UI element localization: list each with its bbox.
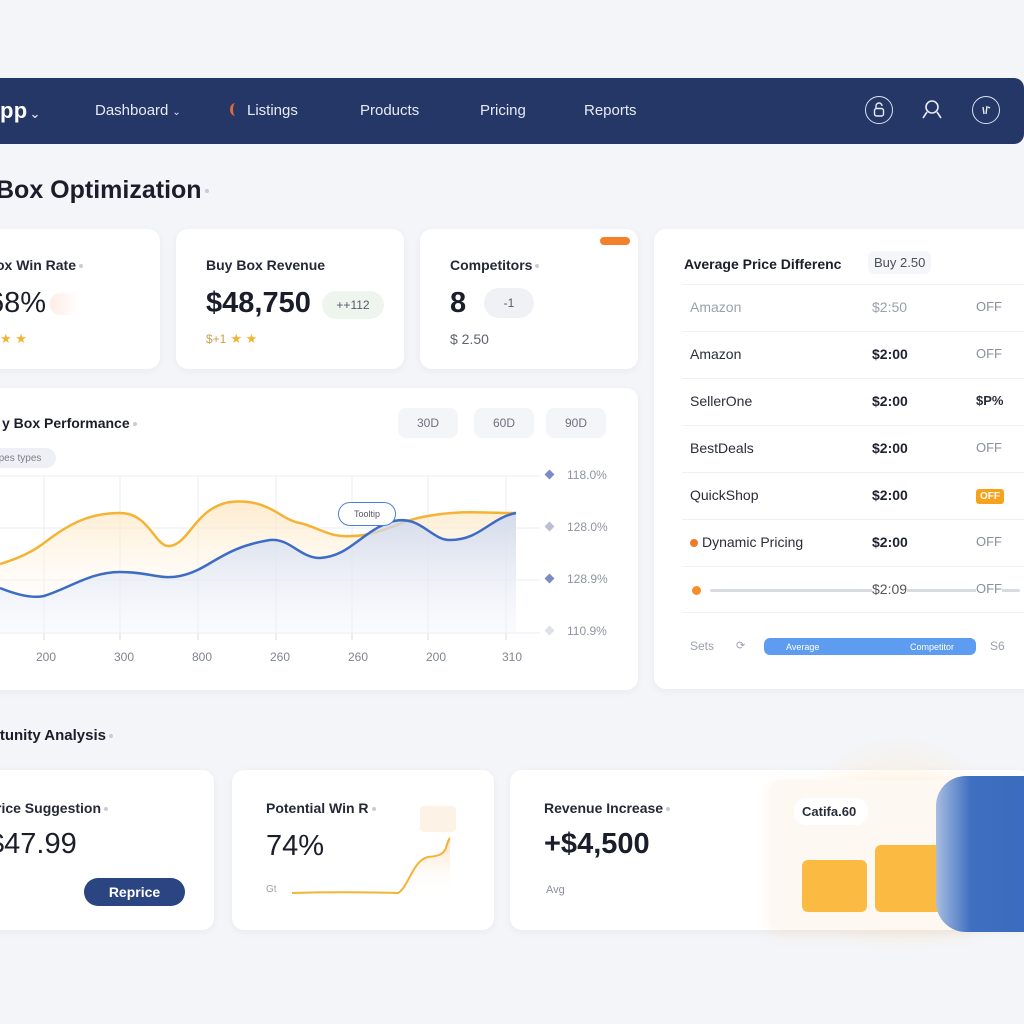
buy-badge: Buy 2.50 xyxy=(868,251,932,274)
info-dot-icon xyxy=(108,734,113,739)
chevron-down-icon: ⌄ xyxy=(29,106,41,121)
x-tick: 200 xyxy=(425,650,447,664)
nav-products[interactable]: Products xyxy=(360,102,420,119)
x-tick: 260 xyxy=(347,650,369,664)
kpi-sub: $ 2.50 xyxy=(450,331,489,347)
price-slider-row: $2:09 OFF xyxy=(682,566,1024,613)
kpi-label: Revenue Increase xyxy=(544,800,664,816)
nav-listings[interactable]: Listings xyxy=(230,102,298,119)
nav-pricing[interactable]: Pricing xyxy=(480,102,526,119)
kpi-label: ox Win Rate xyxy=(0,257,76,273)
footer-value: S6 xyxy=(990,639,1005,653)
kpi-card-revenue: Buy Box Revenue $48,750 ++112 $+1 ★ ★ xyxy=(176,229,404,369)
x-tick: 300 xyxy=(113,650,135,664)
status-dot-icon xyxy=(690,539,698,547)
nav-dashboard[interactable]: Dashboard ⌄ xyxy=(95,102,181,119)
footer-label: Sets xyxy=(690,639,715,653)
kpi-sub: Avg xyxy=(546,884,565,896)
potential-win-card: Potential Win R 74% Gt xyxy=(232,770,494,930)
x-tick: 310 xyxy=(501,650,523,664)
star-icon: ★ ★ xyxy=(0,331,27,346)
slider-handle-dot[interactable] xyxy=(692,586,701,595)
chart-title: y Box Performance xyxy=(2,415,130,431)
delta-badge: ++112 xyxy=(322,291,384,319)
search-icon[interactable] xyxy=(918,96,946,124)
moon-icon xyxy=(230,103,241,116)
top-navbar: pp ⌄ Dashboard ⌄ Listings Products Pricing… xyxy=(0,78,1024,144)
table-row[interactable]: Dynamic Pricing $2:00 OFF xyxy=(682,519,1024,566)
table-row[interactable]: QuickShop $2:00 OFF xyxy=(682,472,1024,519)
kpi-sub: $+1 xyxy=(206,332,227,346)
x-tick: 200 xyxy=(35,650,57,664)
chevron-down-icon: ⌄ xyxy=(172,107,181,118)
status-indicator xyxy=(600,237,630,245)
performance-chart-card: y Box Performance pes types 30D 60D 90D … xyxy=(0,388,638,690)
table-row[interactable]: Amazon $2:50 OFF xyxy=(682,284,1024,331)
kpi-label: Competitors xyxy=(450,257,533,273)
price-suggestion-card: rice Suggestion $47.99 Reprice xyxy=(0,770,214,930)
info-dot-icon xyxy=(104,807,109,812)
overlay-label: Catifa.60 xyxy=(794,798,869,825)
kpi-value: 68% xyxy=(0,287,47,319)
x-tick: 800 xyxy=(191,650,213,664)
kpi-value: 74% xyxy=(266,830,325,862)
info-dot-icon xyxy=(204,189,209,194)
brand-logo[interactable]: pp ⌄ xyxy=(0,98,41,123)
delta-badge: -1 xyxy=(484,288,534,318)
help-icon[interactable] xyxy=(972,96,1000,124)
diamond-icon xyxy=(544,469,555,480)
info-dot-icon xyxy=(132,422,137,427)
price-slider[interactable] xyxy=(710,589,1020,592)
period-60d-button[interactable]: 60D xyxy=(474,408,534,438)
highlight-glow xyxy=(50,293,80,315)
kpi-card-competitors: Competitors 8 -1 $ 2.50 xyxy=(420,229,638,369)
star-icon: ★ ★ xyxy=(230,331,258,346)
y-tick: 110.9% xyxy=(544,624,607,638)
comparison-bar: Average Competitor xyxy=(764,638,976,655)
y-tick: 118.0% xyxy=(544,468,607,482)
nav-reports[interactable]: Reports xyxy=(584,102,637,119)
kpi-value: $48,750 xyxy=(206,287,311,319)
card-title: Average Price Differenc xyxy=(684,256,842,272)
y-tick: 128.0% xyxy=(544,520,608,534)
decorative-blue-panel xyxy=(936,776,1024,932)
kpi-label: rice Suggestion xyxy=(0,800,102,816)
price-difference-card: Average Price Differenc Buy 2.50 Amazon … xyxy=(654,229,1024,689)
table-row[interactable]: BestDeals $2:00 OFF xyxy=(682,425,1024,472)
y-tick: 128.9% xyxy=(544,572,608,586)
period-90d-button[interactable]: 90D xyxy=(546,408,606,438)
line-chart xyxy=(0,475,540,640)
sparkline-chart xyxy=(291,806,456,895)
bar-block xyxy=(802,860,867,912)
page-title: Box Optimization xyxy=(0,176,209,205)
reprice-button[interactable]: Reprice xyxy=(84,878,185,906)
kpi-value: 8 xyxy=(450,287,467,319)
info-dot-icon xyxy=(535,264,540,269)
kpi-value: $47.99 xyxy=(0,828,77,860)
period-30d-button[interactable]: 30D xyxy=(398,408,458,438)
status-badge: OFF xyxy=(976,489,1004,504)
diamond-icon xyxy=(544,521,555,532)
section-title: rtunity Analysis xyxy=(0,727,113,744)
x-tick: 260 xyxy=(269,650,291,664)
info-dot-icon xyxy=(666,807,671,812)
lock-icon[interactable] xyxy=(865,96,893,124)
axis-label: Gt xyxy=(266,884,277,895)
kpi-value: +$4,500 xyxy=(544,828,650,860)
chart-tooltip: Tooltip xyxy=(338,502,396,526)
kpi-label: Buy Box Revenue xyxy=(206,257,326,273)
kpi-card-win-rate: ox Win Rate 68% ★ ★ xyxy=(0,229,160,369)
refresh-icon[interactable]: ⟳ xyxy=(736,640,746,652)
diamond-icon xyxy=(544,625,555,636)
table-row[interactable]: Amazon $2:00 OFF xyxy=(682,331,1024,378)
info-dot-icon xyxy=(371,807,376,812)
kpi-label: Potential Win R xyxy=(266,800,369,816)
table-row[interactable]: SellerOne $2:00 $P% xyxy=(682,378,1024,425)
info-dot-icon xyxy=(79,264,83,269)
diamond-icon xyxy=(544,573,555,584)
series-filter-pill[interactable]: pes types xyxy=(0,448,56,468)
